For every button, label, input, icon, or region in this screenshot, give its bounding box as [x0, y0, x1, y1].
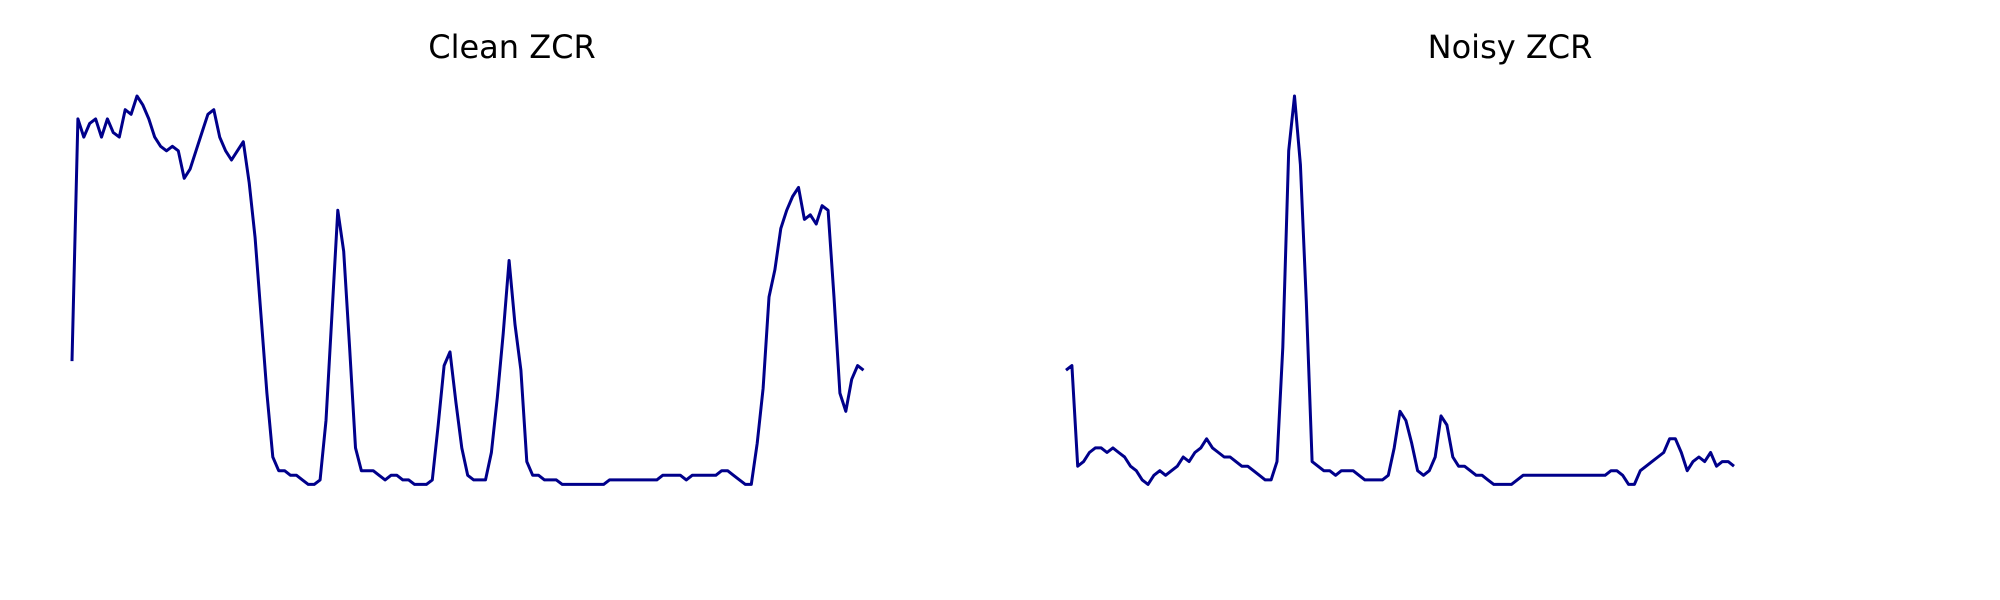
chart-title: Clean ZCR [428, 28, 595, 66]
chart-title: Noisy ZCR [1428, 28, 1593, 66]
plot-area [70, 94, 865, 486]
clean-zcr-panel: Clean ZCR [70, 28, 865, 486]
noisy-zcr-chart: Noisy ZCR [1065, 28, 1735, 486]
clean-zcr-chart: Clean ZCR [70, 28, 865, 486]
plot-area [1065, 94, 1735, 486]
series-line [1065, 94, 1735, 486]
series-line [70, 94, 865, 486]
noisy-zcr-panel: Noisy ZCR [1000, 0, 2000, 600]
